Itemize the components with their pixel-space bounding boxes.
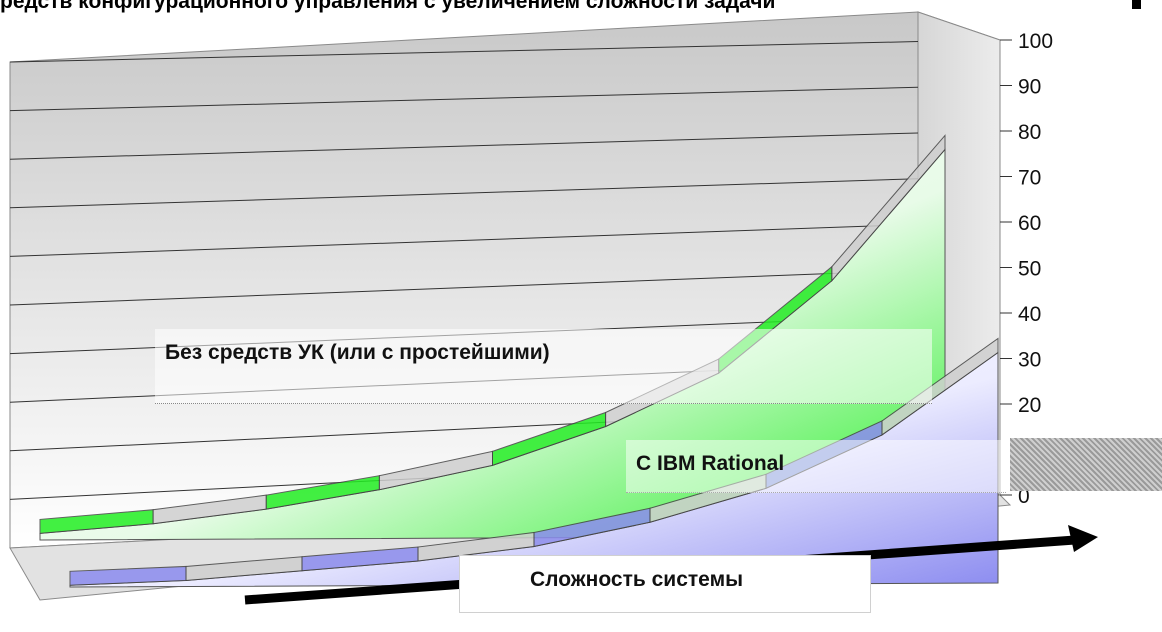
x-axis-arrow-head bbox=[1068, 525, 1098, 552]
y-tick-label: 50 bbox=[1018, 258, 1041, 281]
series-label-b-box: С IBM Rational bbox=[626, 440, 1006, 493]
hatched-patch bbox=[1010, 438, 1162, 491]
page-title: редств конфигурационного управления с ув… bbox=[0, 0, 775, 14]
x-axis-label-box: Сложность системы bbox=[459, 555, 871, 613]
x-axis-label: Сложность системы bbox=[530, 568, 743, 592]
y-tick-label: 80 bbox=[1018, 121, 1041, 144]
title-marker bbox=[1132, 0, 1141, 9]
series-label-a-box: Без средств УК (или с простейшими) bbox=[155, 329, 932, 404]
y-tick-label: 90 bbox=[1018, 76, 1041, 99]
series-label-a: Без средств УК (или с простейшими) bbox=[165, 341, 550, 365]
y-tick-label: 60 bbox=[1018, 212, 1041, 235]
series-label-b: С IBM Rational bbox=[636, 452, 784, 476]
y-tick-label: 100 bbox=[1018, 30, 1053, 53]
y-tick-label: 40 bbox=[1018, 303, 1041, 326]
y-tick-label: 20 bbox=[1018, 394, 1041, 417]
y-tick-label: 70 bbox=[1018, 167, 1041, 190]
y-tick-label: 30 bbox=[1018, 349, 1041, 372]
